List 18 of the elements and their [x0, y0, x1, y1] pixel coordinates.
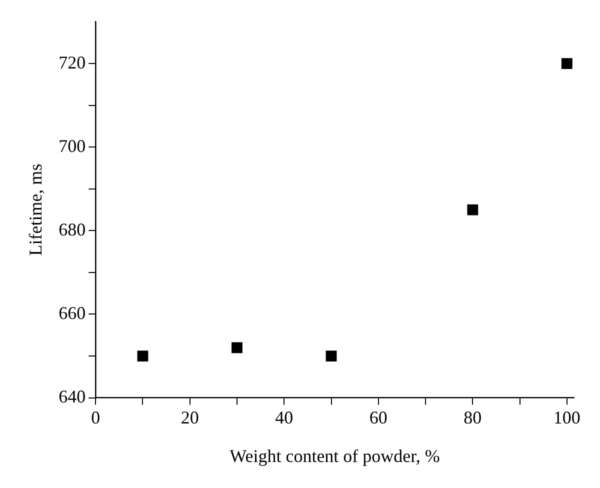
x-tick-label: 60	[369, 407, 388, 428]
y-tick-label: 720	[58, 52, 86, 72]
x-tick-label: 100	[553, 407, 580, 428]
y-axis-title: Lifetime, ms	[26, 164, 46, 256]
y-tick-label: 660	[58, 302, 86, 323]
y-tick-label: 680	[58, 219, 86, 240]
x-tick-label: 80	[464, 407, 482, 428]
point	[326, 350, 337, 362]
x-tick-label: 0	[91, 407, 100, 428]
point	[561, 58, 572, 70]
point	[232, 342, 242, 354]
point	[467, 204, 478, 216]
point	[137, 350, 148, 362]
x-tick-label: 40	[275, 407, 294, 428]
y-tick-label: 700	[58, 136, 86, 156]
x-tick-label: 20	[180, 407, 199, 428]
y-tick-label: 640	[58, 386, 86, 407]
x-axis-title: Weight content of powder, %	[230, 446, 440, 466]
